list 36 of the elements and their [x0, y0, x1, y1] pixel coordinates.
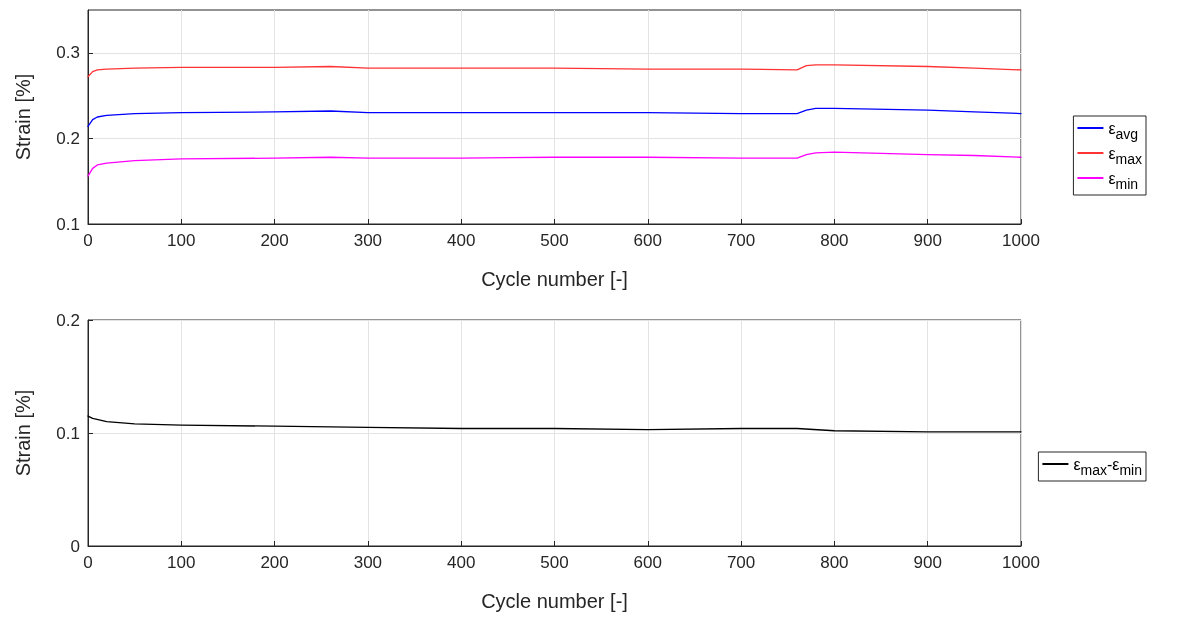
x-tick-label: 400: [447, 553, 476, 572]
x-tick-label: 900: [913, 231, 942, 250]
x-tick-label: 500: [540, 553, 569, 572]
x-tick-label: 200: [260, 553, 289, 572]
line-series: [87, 107, 1022, 128]
x-axis-title: Cycle number [-]: [481, 268, 628, 290]
line-series: [87, 151, 1022, 177]
x-tick-label: 900: [913, 553, 942, 572]
x-tick-label: 0: [83, 231, 93, 250]
x-tick-label: 700: [726, 231, 756, 250]
y-tick-label: 0.2: [56, 128, 80, 148]
x-tick-label: 600: [633, 231, 662, 250]
y-tick-label: 0.2: [56, 310, 80, 330]
y-axis-title: Strain [%]: [12, 389, 34, 477]
x-tick-label: 300: [353, 231, 383, 250]
x-tick-label: 200: [260, 231, 289, 250]
x-axis-title: Cycle number [-]: [481, 590, 628, 612]
line-series: [87, 64, 1022, 78]
y-tick-label: 0.3: [56, 43, 80, 63]
x-tick-label: 700: [726, 553, 756, 572]
x-tick-label: 1000: [1002, 553, 1040, 572]
x-tick-label: 800: [820, 553, 849, 572]
y-tick-label: 0.1: [56, 423, 80, 443]
x-tick-label: 100: [167, 231, 196, 250]
y-tick-label: 0: [70, 536, 80, 556]
x-tick-label: 1000: [1002, 231, 1040, 250]
x-tick-label: 600: [633, 553, 662, 572]
y-axis-title: Strain [%]: [12, 73, 34, 161]
y-tick-label: 0.1: [56, 214, 80, 234]
x-tick-label: 0: [83, 553, 93, 572]
x-tick-label: 400: [447, 231, 476, 250]
x-tick-label: 300: [353, 553, 383, 572]
x-tick-label: 500: [540, 231, 569, 250]
x-tick-label: 800: [820, 231, 849, 250]
line-series: [87, 415, 1022, 433]
x-tick-label: 100: [167, 553, 196, 572]
